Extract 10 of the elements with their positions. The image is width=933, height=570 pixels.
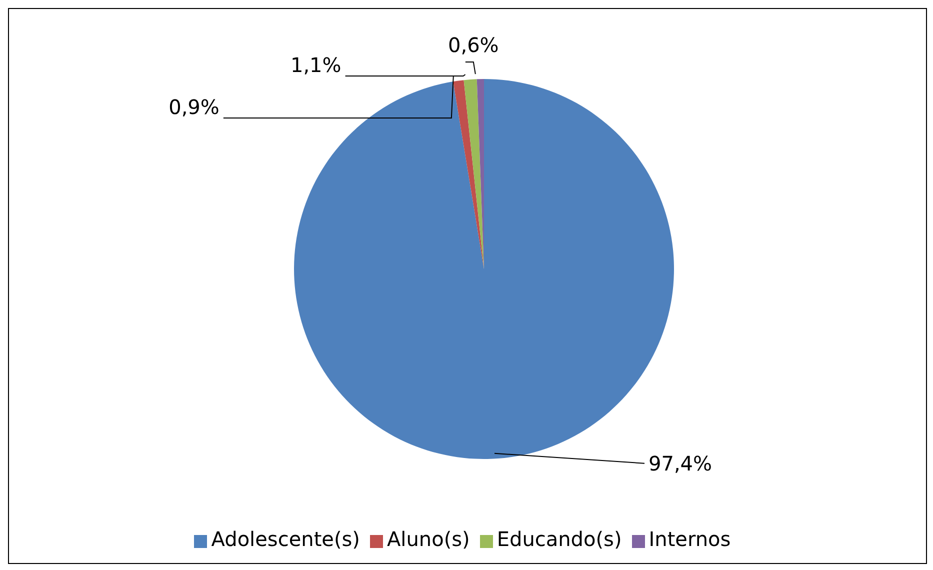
pie-slice [453,80,484,269]
legend-label: Internos [648,527,731,551]
legend-label: Educando(s) [496,527,622,551]
legend-label: Adolescente(s) [211,527,360,551]
data-label: 0,9% [168,95,220,119]
legend-label: Aluno(s) [387,527,470,551]
data-label: 97,4% [648,451,712,476]
data-label: 0,6% [448,33,499,57]
pie-slice [464,79,484,269]
data-label: 1,1% [290,53,342,77]
